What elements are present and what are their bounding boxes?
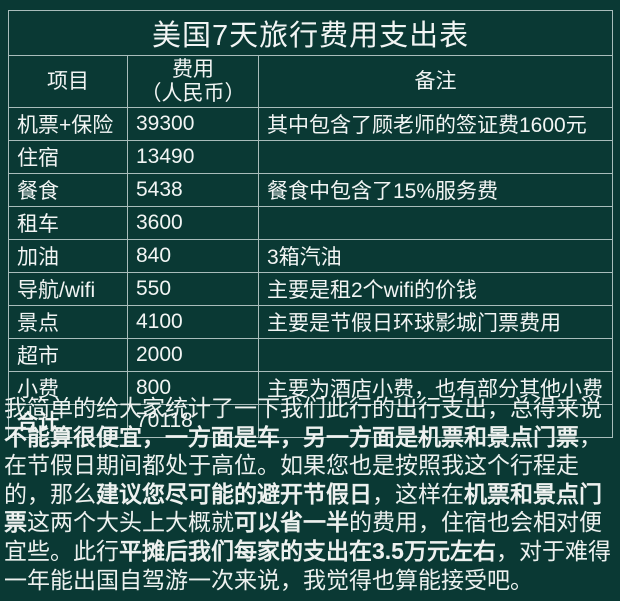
item-cell: 超市 [8,338,128,372]
cost-cell: 5438 [127,173,259,207]
note-cell [257,140,614,174]
table-total-row: 合计 70118 [8,404,614,438]
cost-cell: 4100 [127,305,259,339]
item-cell: 小费 [8,371,128,405]
header-cost-line1: 费用 [172,57,214,81]
table-title: 美国7天旅行费用支出表 [7,10,614,56]
note-cell: 主要是节假日环球影城门票费用 [257,305,614,339]
note-cell [257,338,614,372]
note-cell [257,206,614,240]
note-cell: 其中包含了顾老师的签证费1600元 [257,107,614,141]
note-cell: 3箱汽油 [257,239,614,273]
item-cell: 住宿 [8,140,128,174]
table-row: 超市 2000 [8,338,614,372]
table-row: 小费 800 主要为酒店小费，也有部分其他小费 [8,371,614,405]
cost-cell: 840 [127,239,259,273]
item-cell: 导航/wifi [8,272,128,306]
item-cell: 租车 [8,206,128,240]
cost-cell: 800 [127,371,259,405]
table-row: 住宿 13490 [8,140,614,174]
header-item: 项目 [8,55,128,108]
cost-cell: 13490 [127,140,259,174]
table-row: 加油 840 3箱汽油 [8,239,614,273]
table-row: 租车 3600 [8,206,614,240]
table-row: 景点 4100 主要是节假日环球影城门票费用 [8,305,614,339]
cost-cell: 2000 [127,338,259,372]
header-cost-line2: （人民币） [140,81,246,105]
item-cell: 加油 [8,239,128,273]
cost-cell: 3600 [127,206,259,240]
total-label: 合计 [8,404,128,438]
note-cell: 餐食中包含了15%服务费 [257,173,614,207]
table-row: 机票+保险 39300 其中包含了顾老师的签证费1600元 [8,107,614,141]
note-cell: 主要是租2个wifi的价钱 [257,272,614,306]
item-cell: 景点 [8,305,128,339]
table-row: 导航/wifi 550 主要是租2个wifi的价钱 [8,272,614,306]
header-note: 备注 [257,55,614,108]
cost-cell: 39300 [127,107,259,141]
item-cell: 机票+保险 [8,107,128,141]
item-cell: 餐食 [8,173,128,207]
table-header-row: 项目 费用 （人民币） 备注 [8,55,614,108]
summary-paragraph: 我简单的给大家统计了一下我们此行的出行支出，总得来说不能算很便宜，一方面是车，另… [4,395,611,593]
header-cost: 费用 （人民币） [127,55,259,108]
table-row: 餐食 5438 餐食中包含了15%服务费 [8,173,614,207]
cost-cell: 550 [127,272,259,306]
total-note [257,404,614,438]
table-title-row: 美国7天旅行费用支出表 [7,10,614,56]
expense-table: 美国7天旅行费用支出表 项目 费用 （人民币） 备注 机票+保险 39300 其… [7,10,614,438]
